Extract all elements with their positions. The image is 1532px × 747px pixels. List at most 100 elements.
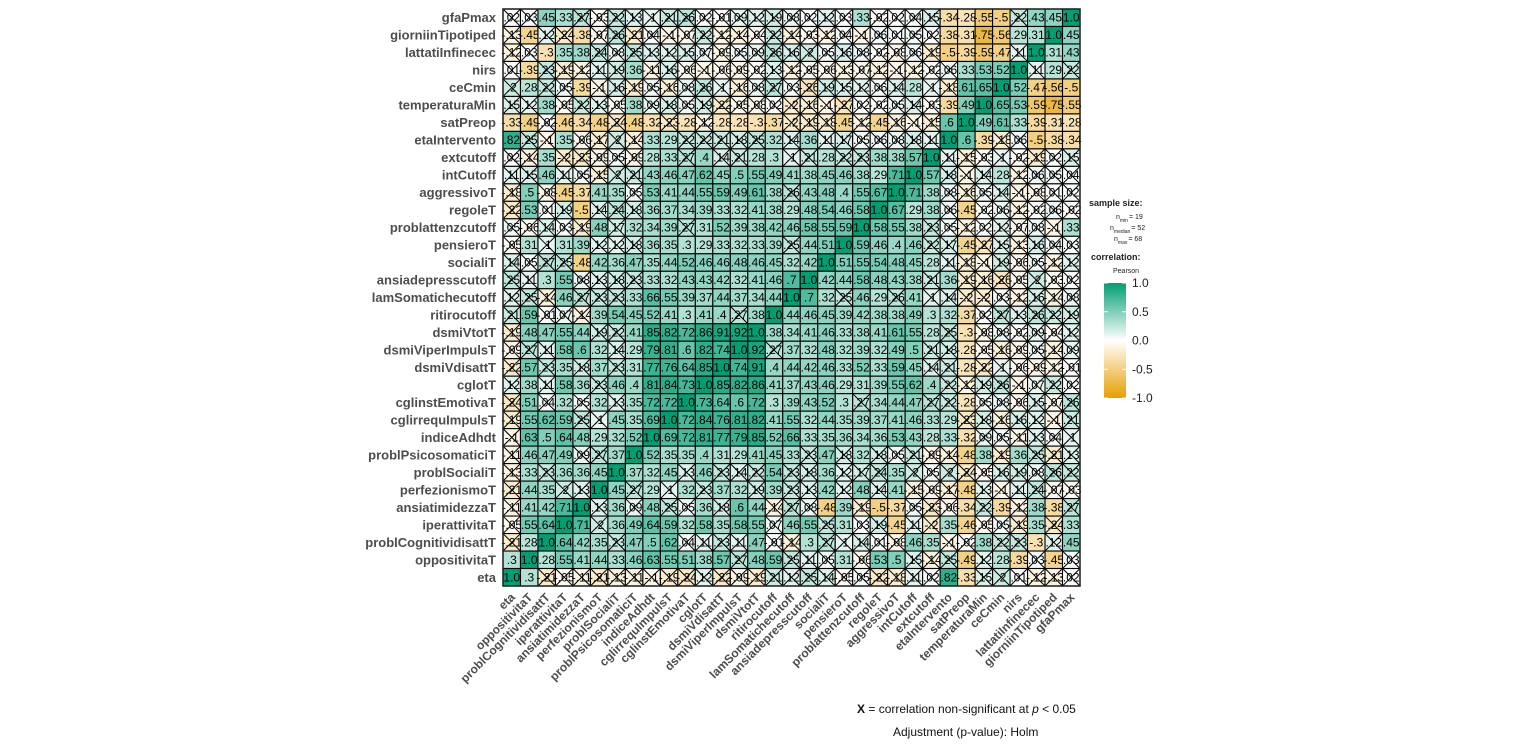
cell-value-label: .01 xyxy=(888,28,905,42)
cell-value-label: .21 xyxy=(661,11,678,25)
cell-value-label: .46 xyxy=(836,203,853,217)
cell-value-label: .35 xyxy=(626,395,643,409)
cell-value-label: .11 xyxy=(941,256,957,270)
cell-value-label: .11 xyxy=(906,518,922,532)
cell-value-label: .73 xyxy=(678,378,695,392)
cell-value-label: .18 xyxy=(836,448,853,462)
cell-value-label: .55 xyxy=(748,168,765,182)
cell-value-label: .35 xyxy=(661,238,678,252)
cell-value-label: .33 xyxy=(1063,518,1080,532)
cell-value-label: .44 xyxy=(748,500,765,514)
cell-value-label: .58 xyxy=(871,221,888,235)
cell-value-label: .27 xyxy=(766,343,783,357)
cell-value-label: .17 xyxy=(608,221,625,235)
cell-value-label: .45 xyxy=(713,168,730,182)
cell-value-label: .23 xyxy=(608,360,625,374)
cell-value-label: .62 xyxy=(906,378,923,392)
cell-value-label: -.06 xyxy=(519,221,540,235)
cell-value-label: -.55 xyxy=(973,11,994,25)
cell-value-label: .18 xyxy=(608,273,625,287)
cell-value-label: -.49 xyxy=(956,553,977,567)
cell-value-label: .24 xyxy=(591,46,608,60)
nonsignificant-cross xyxy=(799,8,819,27)
cell-value-label: .77 xyxy=(643,360,660,374)
cell-value-label: .33 xyxy=(1010,116,1027,130)
cell-value-label: .41 xyxy=(801,325,818,339)
cell-value-label: -.2 xyxy=(977,291,991,305)
cell-value-label: -.1 xyxy=(662,28,676,42)
cell-value-label: .55 xyxy=(801,518,818,532)
cell-value-label: 1.0 xyxy=(801,273,818,287)
cell-value-label: .54 xyxy=(766,465,783,479)
y-tick-label: nirs xyxy=(472,63,496,78)
cell-value-label: -.02 xyxy=(869,98,890,112)
cell-value-label: .27 xyxy=(731,553,748,567)
cell-value-label: .27 xyxy=(573,11,590,25)
cell-value-label: .23 xyxy=(538,360,555,374)
cell-value-label: .11 xyxy=(504,168,520,182)
cell-value-label: .59 xyxy=(521,308,538,322)
cell-value-label: .4 xyxy=(926,378,936,392)
cell-value-label: .55 xyxy=(853,186,870,200)
cell-value-label: .31 xyxy=(713,448,730,462)
cell-value-label: .03 xyxy=(783,81,800,95)
cell-value-label: .66 xyxy=(643,291,660,305)
cell-value-label: .08 xyxy=(783,11,800,25)
cell-value-label: .02 xyxy=(801,11,818,25)
y-tick-label: dsmiViperImpulsT xyxy=(384,342,497,357)
cell-value-label: -.18 xyxy=(956,256,977,270)
cell-value-label: .09 xyxy=(748,46,765,60)
cell-value-label: .77 xyxy=(713,430,730,444)
cell-value-label: -.07 xyxy=(676,28,697,42)
cell-value-label: -.34 xyxy=(956,500,977,514)
cell-value-label: .38 xyxy=(766,186,783,200)
cell-value-label: .46 xyxy=(871,238,888,252)
cell-value-label: .18 xyxy=(906,133,923,147)
nonsignificant-cross xyxy=(782,26,801,45)
nonsignificant-cross xyxy=(502,8,521,27)
cell-value-label: .26 xyxy=(766,46,783,60)
cell-value-label: .53 xyxy=(888,430,905,444)
cell-value-label: -.02 xyxy=(1008,325,1029,339)
cell-value-label: .35 xyxy=(661,448,678,462)
cell-value-label: .11 xyxy=(801,553,817,567)
cell-value-label: .19 xyxy=(818,81,835,95)
cell-value-label: .36 xyxy=(556,465,573,479)
cell-value-label: .3 xyxy=(769,395,779,409)
cell-value-label: .07 xyxy=(1028,378,1045,392)
cell-value-label: .41 xyxy=(626,325,643,339)
cell-value-label: .33 xyxy=(836,360,853,374)
cell-value-label: .32 xyxy=(766,133,783,147)
cell-value-label: .43 xyxy=(801,186,818,200)
cell-value-label: -.2 xyxy=(557,151,571,165)
cell-value-label: .21 xyxy=(801,151,818,165)
cell-value-label: .14 xyxy=(906,98,923,112)
cell-value-label: -.11 xyxy=(1009,430,1029,444)
cell-value-label: .21 xyxy=(906,448,923,462)
cell-value-label: -.28 xyxy=(729,116,750,130)
cell-value-label: -.48 xyxy=(571,256,592,270)
cell-value-label: .15 xyxy=(1063,151,1080,165)
cell-value-label: -.12 xyxy=(816,28,837,42)
nonsignificant-cross xyxy=(537,26,556,45)
cell-value-label: -.14 xyxy=(1043,291,1064,305)
cell-value-label: .64 xyxy=(713,395,730,409)
cell-value-label: .42 xyxy=(713,273,730,287)
cell-value-label: .36 xyxy=(696,500,713,514)
cell-value-label: .04 xyxy=(643,28,660,42)
cell-value-label: .13 xyxy=(766,63,783,77)
cell-value-label: .41 xyxy=(766,413,783,427)
cell-value-label: .72 xyxy=(678,325,695,339)
cell-value-label: -.14 xyxy=(764,500,785,514)
cell-value-label: -.05 xyxy=(834,570,855,584)
cell-value-label: .21 xyxy=(941,360,958,374)
cell-value-label: .39 xyxy=(591,308,608,322)
cell-value-label: .57 xyxy=(521,360,538,374)
cell-value-label: .29 xyxy=(696,238,713,252)
cell-value-label: 1.0 xyxy=(923,151,940,165)
cell-value-label: -.1 xyxy=(505,430,519,444)
cell-value-label: -.02 xyxy=(746,63,767,77)
cell-value-label: .2 xyxy=(909,465,919,479)
cell-value-label: .02 xyxy=(975,221,992,235)
cell-value-label: .46 xyxy=(818,325,835,339)
